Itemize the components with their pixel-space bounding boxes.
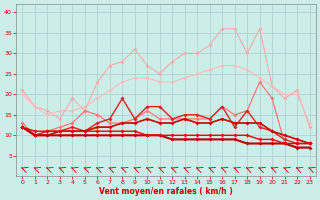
X-axis label: Vent moyen/en rafales ( km/h ): Vent moyen/en rafales ( km/h ) <box>99 187 233 196</box>
